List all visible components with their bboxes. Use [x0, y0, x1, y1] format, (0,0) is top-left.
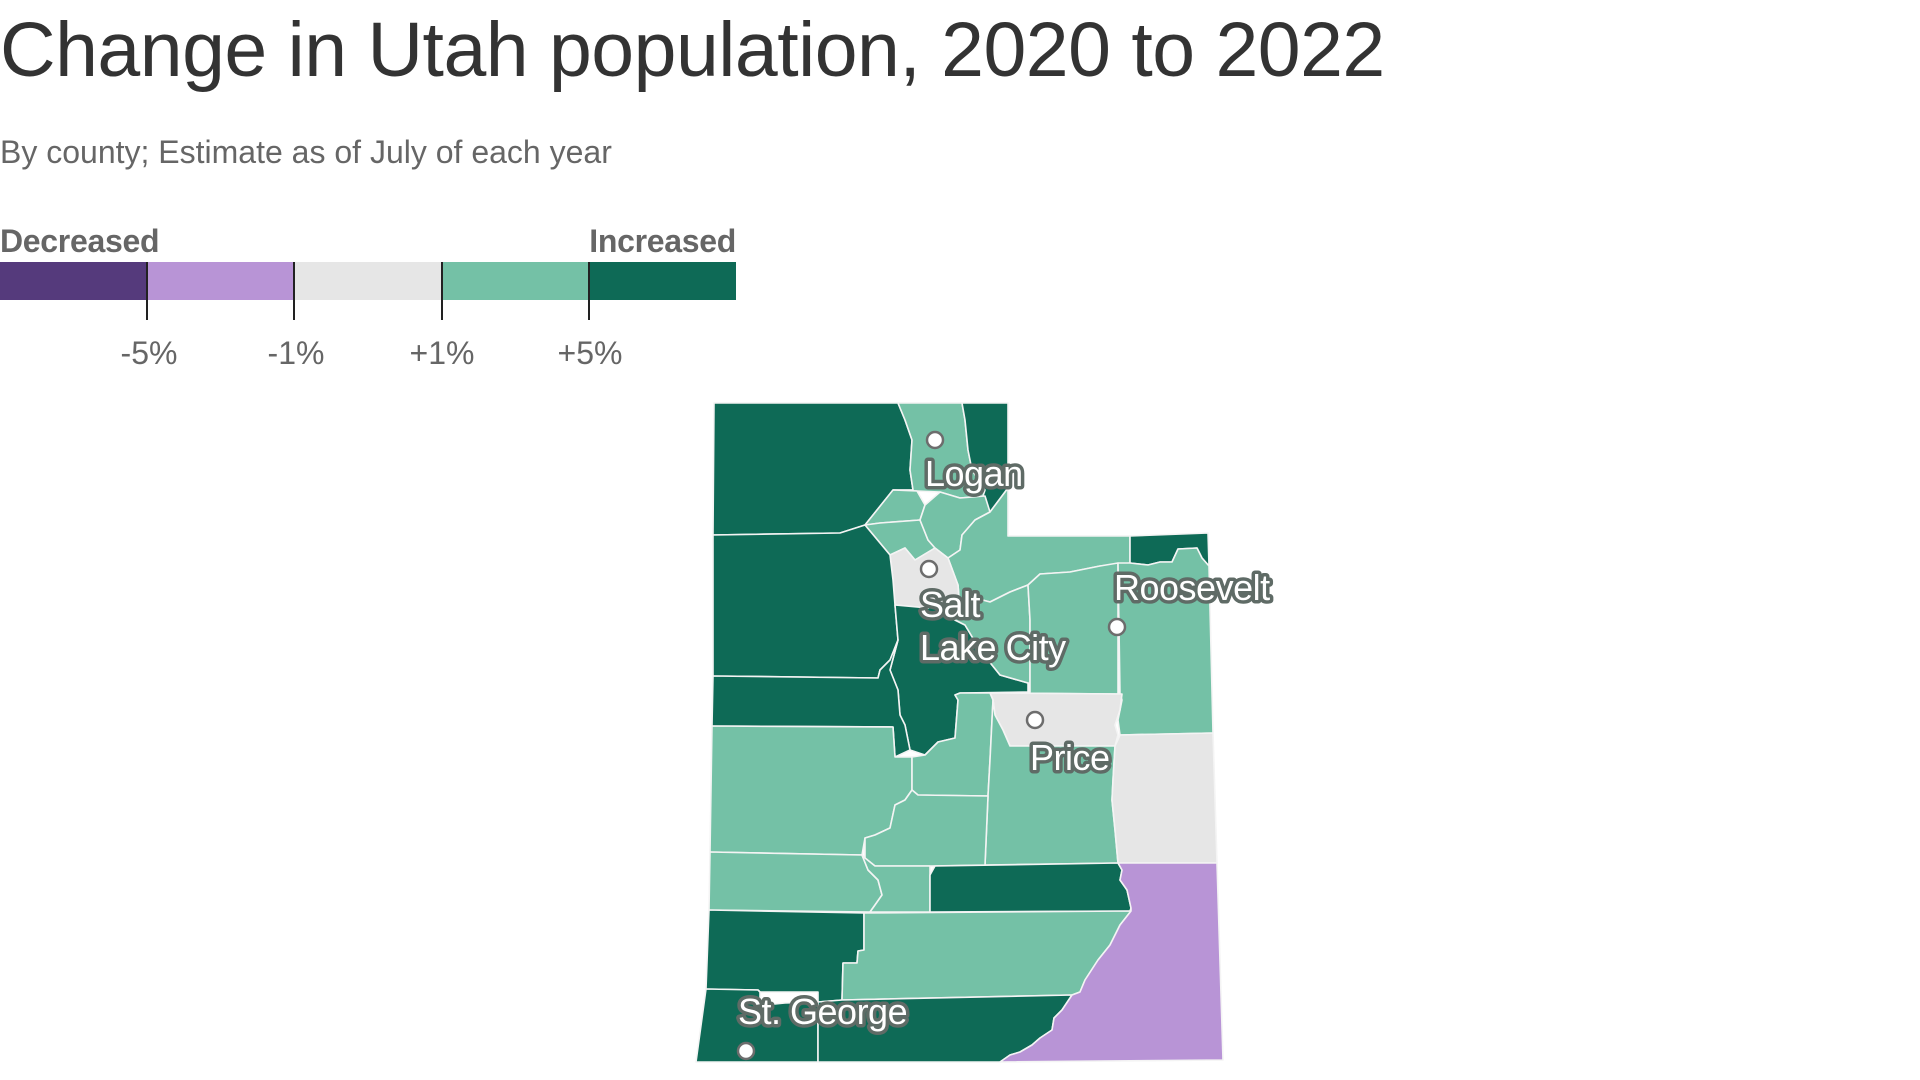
city-dot-roosevelt: [1107, 617, 1127, 637]
city-label-salt-lake-city-line1: Salt: [920, 584, 981, 625]
county-grand: [1111, 732, 1218, 864]
city-label-salt-lake-city-line2: Lake City: [920, 627, 1066, 668]
city-label-logan: Logan: [925, 453, 1023, 494]
county-iron: [705, 909, 865, 1003]
legend-tick-label: +5%: [557, 335, 623, 371]
legend-swatch-flat: [294, 262, 442, 300]
legend-tick-label: -1%: [267, 335, 325, 371]
legend-color-bar: [0, 262, 736, 300]
legend-tick: [588, 262, 590, 320]
city-label-st-george: St. George: [738, 991, 907, 1032]
county-san-juan: [999, 862, 1224, 1063]
legend-swatch-increase-small: [441, 262, 589, 300]
legend-swatch-increase-large: [588, 262, 736, 300]
city-dot-logan: [925, 430, 945, 450]
legend-increased-label: Increased: [589, 223, 736, 259]
county-piute: [861, 854, 931, 913]
county-beaver: [708, 851, 883, 913]
legend-tick: [146, 262, 148, 320]
city-dot-price: [1025, 710, 1045, 730]
city-dot-salt-lake-city: [919, 559, 939, 579]
county-wayne: [929, 862, 1132, 913]
legend-swatch-decrease-large: [0, 262, 148, 300]
legend-decreased-label: Decreased: [0, 223, 160, 259]
legend-tick: [293, 262, 295, 320]
city-label-roosevelt: Roosevelt: [1114, 567, 1270, 608]
chart-subtitle: By county; Estimate as of July of each y…: [0, 134, 612, 170]
city-label-price: Price: [1030, 737, 1110, 778]
chart-title: Change in Utah population, 2020 to 2022: [0, 7, 1385, 93]
color-legend: Decreased Increased -5% -1% +1% +5%: [0, 222, 740, 372]
county-tooele: [712, 524, 899, 679]
county-washington: [695, 988, 819, 1063]
legend-tick-label: -5%: [120, 335, 178, 371]
county-wasatch: [939, 584, 1031, 684]
city-dot-st-george: [736, 1041, 756, 1061]
legend-swatch-decrease-small: [147, 262, 295, 300]
legend-tick: [441, 262, 443, 320]
legend-tick-label: +1%: [409, 335, 475, 371]
